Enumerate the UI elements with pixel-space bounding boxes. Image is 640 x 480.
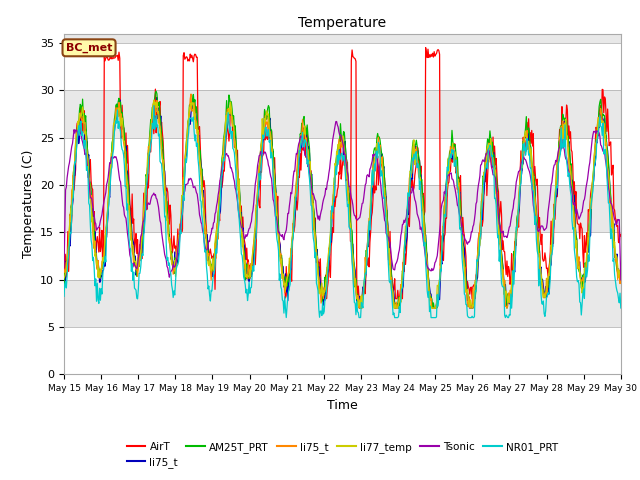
- Text: BC_met: BC_met: [66, 43, 112, 53]
- Bar: [64, 232, 621, 280]
- Bar: [64, 327, 621, 374]
- Title: Temperature: Temperature: [298, 16, 387, 30]
- X-axis label: Time: Time: [327, 399, 358, 412]
- Y-axis label: Temperatures (C): Temperatures (C): [22, 150, 35, 258]
- Legend: AirT, li75_t, AM25T_PRT, li75_t, li77_temp, Tsonic, NR01_PRT: AirT, li75_t, AM25T_PRT, li75_t, li77_te…: [122, 438, 563, 472]
- Bar: [64, 138, 621, 185]
- Bar: [64, 43, 621, 90]
